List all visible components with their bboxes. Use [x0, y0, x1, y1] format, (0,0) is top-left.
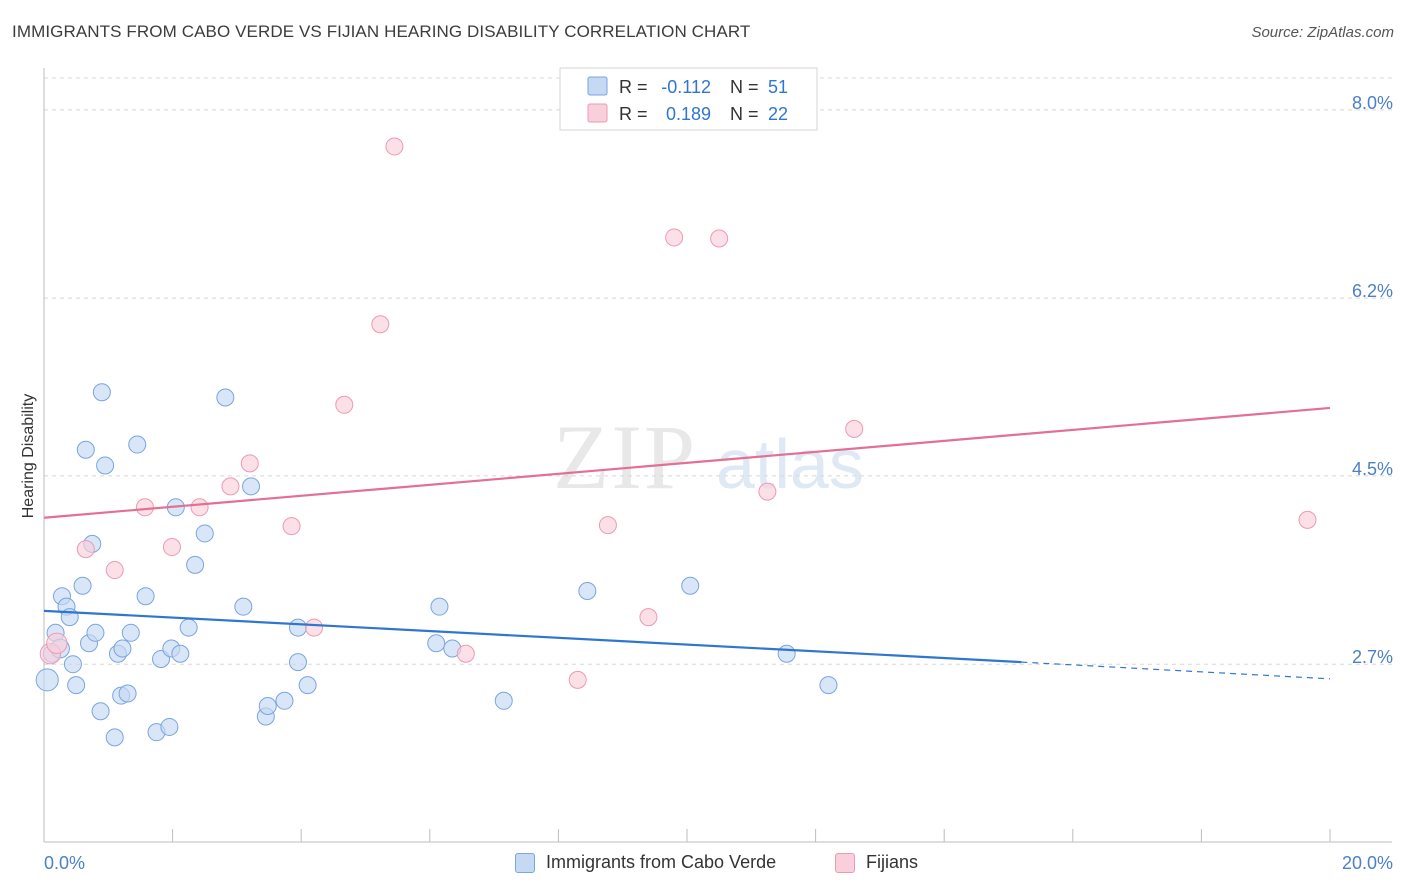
legend-n-value-pink: 22 — [768, 104, 788, 124]
legend-r-value-pink: 0.189 — [666, 104, 711, 124]
legend-swatch-pink — [587, 103, 608, 123]
watermark-zip: ZIP — [553, 406, 697, 508]
blue-point-38 — [258, 697, 277, 716]
pink-point-8 — [240, 454, 259, 473]
blue-point-20 — [113, 639, 132, 658]
blue-point-39 — [275, 691, 294, 710]
blue-point-8 — [67, 676, 86, 695]
axes — [43, 68, 1392, 843]
x-tick-label-0: 0.0% — [44, 853, 85, 873]
blue-point-43 — [430, 597, 449, 616]
x-tick-label-1: 20.0% — [1342, 853, 1393, 873]
pink-point-10 — [305, 618, 324, 637]
pink-point-21 — [845, 419, 864, 438]
blue-point-23 — [128, 435, 147, 454]
y-tick-label-1: 4.5% — [1352, 459, 1393, 479]
pink-point-9 — [282, 517, 301, 536]
source-credit: Source: ZipAtlas.com — [1251, 24, 1394, 41]
blue-point-49 — [777, 644, 796, 663]
legend-n-label-blue: N = — [730, 77, 759, 97]
legend-label-cabo-verde: Immigrants from Cabo Verde — [546, 852, 777, 872]
blue-point-34 — [216, 388, 235, 407]
pink-point-20 — [758, 482, 777, 501]
pink-point-7 — [221, 477, 240, 496]
blue-point-35 — [234, 597, 253, 616]
blue-point-22 — [121, 623, 140, 642]
blue-point-9 — [73, 576, 92, 595]
blue-point-21 — [118, 684, 137, 703]
blue-point-48 — [681, 576, 700, 595]
y-axis-label: Hearing Disability — [20, 394, 37, 519]
y-axis-tick-labels: 2.7% 4.5% 6.2% 8.0% — [1352, 93, 1393, 667]
legend-item-cabo-verde: Immigrants from Cabo Verde — [515, 852, 776, 873]
pink-point-19 — [710, 229, 729, 248]
series-fijians-points — [39, 137, 1317, 689]
blue-point-7 — [63, 655, 82, 674]
blue-point-36 — [242, 477, 261, 496]
pink-trend-line — [43, 406, 1331, 519]
blue-point-42 — [298, 676, 317, 695]
legend-r-label-blue: R = — [619, 77, 648, 97]
x-axis-tick-labels: 0.0% 20.0% — [44, 853, 1393, 873]
blue-point-24 — [136, 587, 155, 606]
pink-point-22 — [1298, 510, 1317, 529]
pink-point-3 — [105, 561, 124, 580]
legend-swatch-cabo-verde — [515, 852, 535, 873]
blue-point-44 — [427, 634, 446, 653]
blue-point-0 — [35, 668, 59, 692]
blue-point-41 — [288, 653, 307, 672]
blue-point-32 — [186, 555, 205, 574]
y-tick-label-3: 8.0% — [1352, 93, 1393, 113]
blue-point-10 — [76, 440, 95, 459]
blue-point-31 — [179, 618, 198, 637]
blue-point-16 — [96, 456, 115, 475]
pink-point-14 — [456, 644, 475, 663]
legend-swatch-fijians — [835, 852, 855, 873]
blue-trend-line — [43, 609, 1022, 664]
pink-point-6 — [190, 498, 209, 517]
pink-point-13 — [385, 137, 404, 156]
legend-r-label-pink: R = — [619, 104, 648, 124]
legend-n-value-blue: 51 — [768, 77, 788, 97]
pink-point-11 — [335, 395, 354, 414]
legend-swatch-blue — [587, 76, 608, 96]
pink-point-5 — [162, 538, 181, 557]
blue-point-46 — [494, 691, 513, 710]
legend-label-fijians: Fijians — [866, 852, 919, 872]
y-tick-label-0: 2.7% — [1352, 647, 1393, 667]
gridlines — [44, 77, 1392, 665]
bottom-legend: Immigrants from Cabo Verde Fijians — [0, 850, 1406, 880]
pink-point-17 — [639, 608, 658, 627]
blue-point-40 — [288, 618, 307, 637]
watermark-atlas: atlas — [716, 425, 864, 503]
blue-trend-extension — [1021, 661, 1331, 680]
chart-title: IMMIGRANTS FROM CABO VERDE VS FIJIAN HEA… — [12, 22, 751, 41]
top-legend: R = -0.112 N = 51 R = 0.189 N = 22 — [559, 67, 818, 131]
x-axis-ticks — [43, 829, 1331, 842]
blue-point-27 — [160, 717, 179, 736]
series-cabo-verde-points — [35, 383, 838, 747]
blue-point-15 — [92, 383, 111, 402]
blue-point-33 — [195, 524, 214, 543]
legend-item-fijians: Fijians — [835, 852, 918, 873]
trend-lines — [43, 406, 1331, 680]
blue-point-50 — [819, 676, 838, 695]
blue-point-17 — [105, 728, 124, 747]
blue-point-30 — [171, 644, 190, 663]
pink-point-4 — [135, 498, 154, 517]
legend-r-value-blue: -0.112 — [661, 77, 711, 97]
blue-point-47 — [578, 581, 597, 600]
pink-point-16 — [598, 516, 617, 535]
legend-n-label-pink: N = — [730, 104, 759, 124]
pink-point-1 — [46, 632, 68, 654]
blue-point-13 — [86, 623, 105, 642]
pink-point-2 — [76, 540, 95, 559]
pink-point-15 — [568, 670, 587, 689]
pink-point-18 — [665, 228, 684, 247]
y-tick-label-2: 6.2% — [1352, 281, 1393, 301]
pink-point-12 — [371, 315, 390, 334]
blue-point-14 — [91, 702, 110, 721]
